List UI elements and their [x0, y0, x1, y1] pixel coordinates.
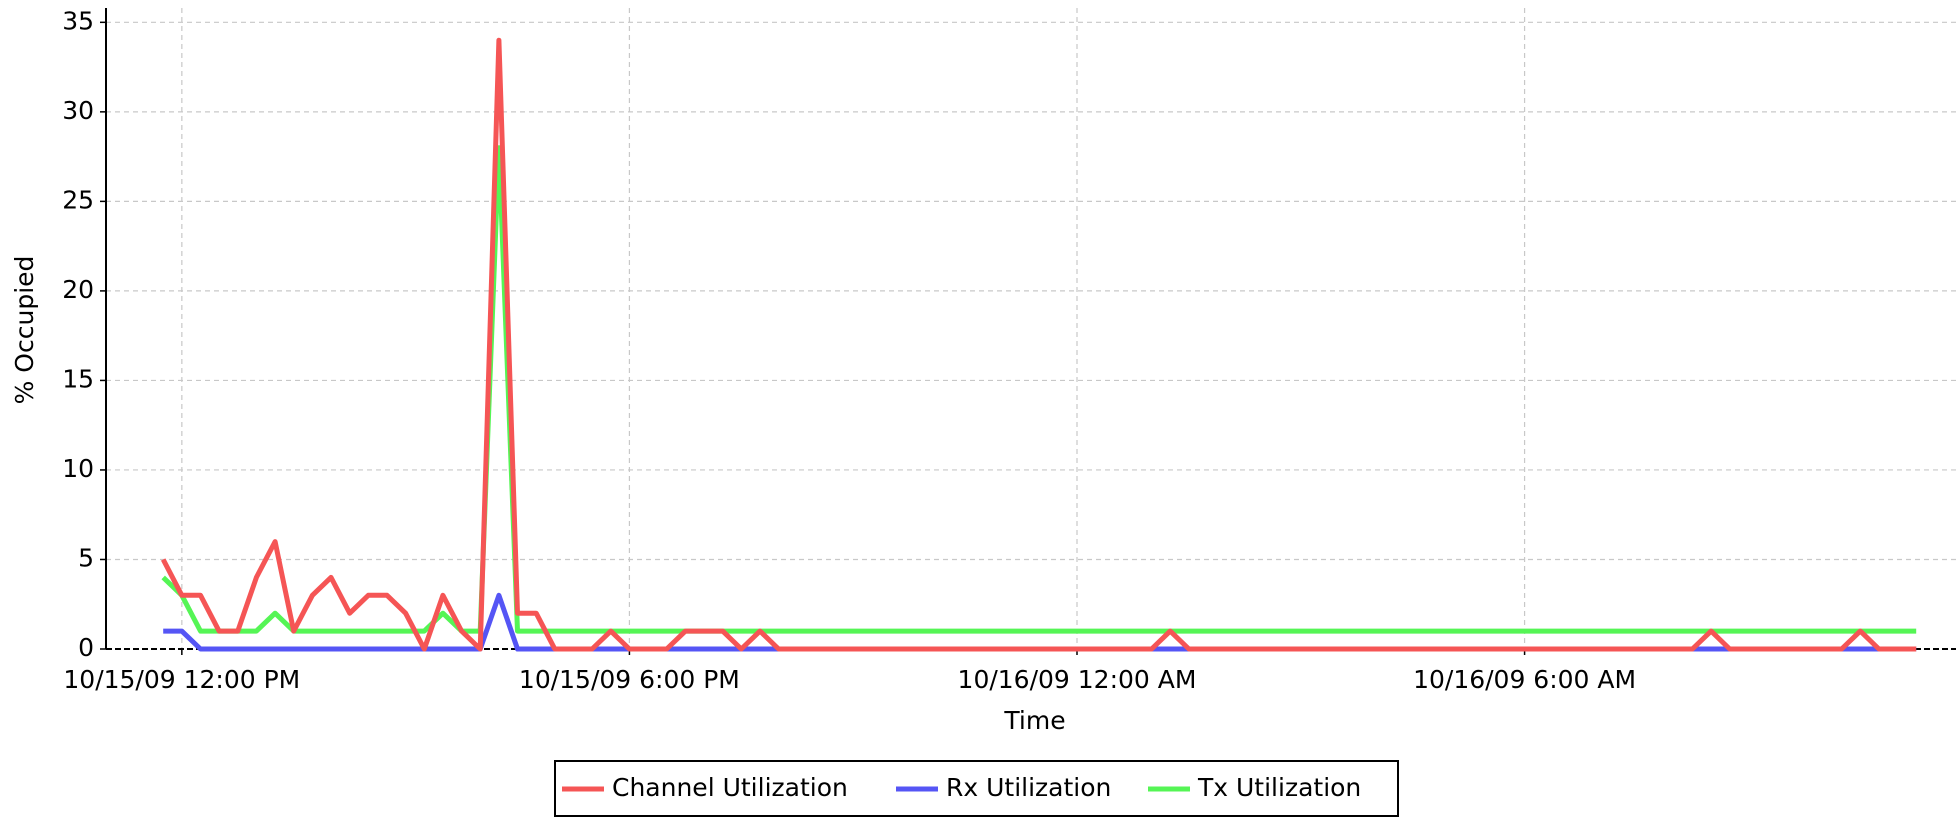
y-axis-label: % Occupied [10, 256, 39, 405]
legend-label: Rx Utilization [946, 773, 1111, 802]
x-tick-label: 10/16/09 6:00 AM [1413, 665, 1636, 694]
y-tick-label: 30 [62, 96, 94, 125]
y-tick-label: 5 [78, 543, 94, 572]
series-line [161, 145, 1917, 634]
y-tick-label: 15 [62, 364, 94, 393]
y-tick-label: 0 [78, 633, 94, 662]
y-tick-label: 35 [62, 6, 94, 35]
x-tick-label: 10/16/09 12:00 AM [958, 665, 1197, 694]
legend-label: Channel Utilization [612, 773, 848, 802]
y-tick-label: 10 [62, 454, 94, 483]
legend-box [554, 760, 1399, 817]
legend-label: Tx Utilization [1197, 773, 1361, 802]
y-tick-label: 25 [62, 185, 94, 214]
series-line [160, 37, 1917, 652]
x-axis-label: Time [1003, 706, 1065, 735]
x-tick-label: 10/15/09 12:00 PM [63, 665, 300, 694]
y-tick-label: 20 [62, 275, 94, 304]
x-tick-label: 10/15/09 6:00 PM [519, 665, 740, 694]
